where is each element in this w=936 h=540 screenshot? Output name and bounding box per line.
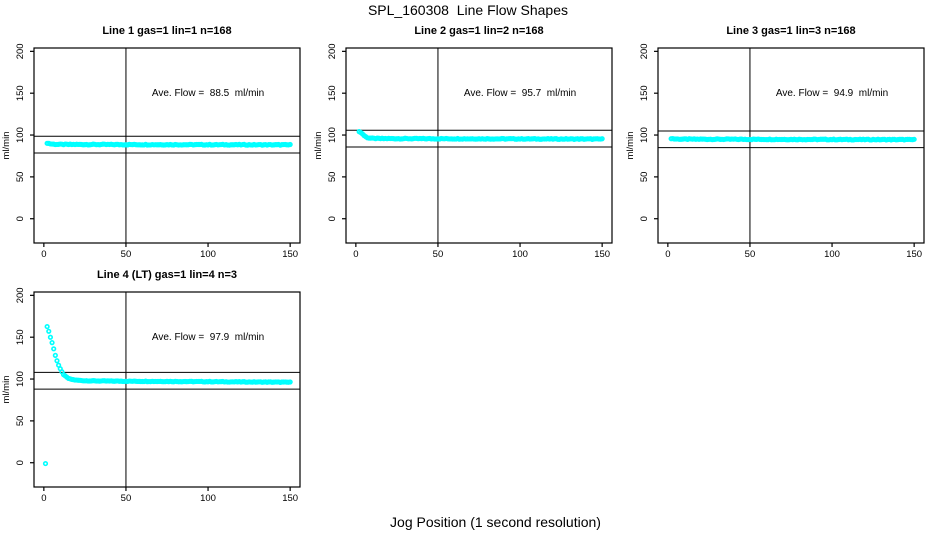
avg-flow-annotation: Ave. Flow = 95.7 ml/min xyxy=(464,88,576,99)
panel-title: Line 3 gas=1 lin=3 n=168 xyxy=(726,25,855,37)
y-axis-tick-label: 150 xyxy=(327,85,338,101)
y-axis-tick-label: 100 xyxy=(327,127,338,143)
y-axis-tick-label: 100 xyxy=(15,127,26,143)
y-axis-tick-label: 0 xyxy=(327,216,338,221)
y-axis-tick-label: 150 xyxy=(639,85,650,101)
panel-line-3: Line 3 gas=1 lin=3 n=168 0 50 100 150 0 50 100 1… xyxy=(625,25,925,260)
panel-line-2: Line 2 gas=1 lin=2 n=168 0 50 100 150 0 50 100 1… xyxy=(313,25,613,260)
panel-title: Line 1 gas=1 lin=1 n=168 xyxy=(102,25,231,37)
y-axis-title: ml/min xyxy=(1,132,12,160)
data-point xyxy=(287,141,293,148)
data-points-group xyxy=(44,140,293,148)
data-points-group xyxy=(356,129,605,142)
y-axis-tick-label: 200 xyxy=(639,43,650,59)
panel-title: Line 4 (LT) gas=1 lin=4 n=3 xyxy=(97,269,237,281)
data-points-group xyxy=(668,135,917,143)
avg-flow-annotation: Ave. Flow = 97.9 ml/min xyxy=(152,332,264,343)
panel-title: Line 2 gas=1 lin=2 n=168 xyxy=(414,25,543,37)
data-point xyxy=(46,328,52,334)
x-axis-label: Jog Position (1 second resolution) xyxy=(390,514,601,530)
data-point xyxy=(287,379,293,385)
avg-flow-annotation: Ave. Flow = 88.5 ml/min xyxy=(152,88,264,99)
plot-box xyxy=(345,47,613,244)
y-axis-tick-label: 50 xyxy=(639,172,650,183)
x-axis-tick-label: 50 xyxy=(121,249,132,260)
y-axis-tick-label: 150 xyxy=(15,329,26,345)
y-axis-tick-label: 200 xyxy=(15,43,26,59)
plot-box xyxy=(33,47,301,244)
x-axis-tick-label: 50 xyxy=(121,493,132,504)
data-point xyxy=(49,340,55,346)
x-axis-tick-label: 100 xyxy=(200,493,216,504)
y-axis-tick-label: 50 xyxy=(15,416,26,427)
plot-box xyxy=(657,47,925,244)
data-point xyxy=(42,460,49,467)
x-axis-tick-label: 50 xyxy=(433,249,444,260)
figure-title: SPL_160308 Line Flow Shapes xyxy=(367,2,569,18)
avg-flow-annotation: Ave. Flow = 94.9 ml/min xyxy=(776,88,888,99)
x-axis-tick-label: 150 xyxy=(282,249,298,260)
y-axis-tick-label: 150 xyxy=(15,85,26,101)
x-axis-tick-label: 100 xyxy=(512,249,528,260)
x-axis-tick-label: 0 xyxy=(41,493,46,504)
x-axis-tick-label: 0 xyxy=(665,249,670,260)
y-axis-tick-label: 100 xyxy=(639,127,650,143)
x-axis-tick-label: 0 xyxy=(41,249,46,260)
data-point xyxy=(54,358,60,364)
x-axis-tick-label: 150 xyxy=(594,249,610,260)
panel-line-1: Line 1 gas=1 lin=1 n=168 0 50 100 150 0 50 100 1… xyxy=(1,25,301,260)
x-axis-tick-label: 150 xyxy=(906,249,922,260)
data-point xyxy=(52,352,58,358)
x-axis-tick-label: 50 xyxy=(745,249,756,260)
y-axis-tick-label: 200 xyxy=(327,43,338,59)
y-axis-tick-label: 0 xyxy=(15,216,26,221)
y-axis-tick-label: 50 xyxy=(15,172,26,183)
x-axis-tick-label: 0 xyxy=(353,249,358,260)
x-axis-tick-label: 100 xyxy=(824,249,840,260)
y-axis-tick-label: 200 xyxy=(15,287,26,303)
y-axis-tick-label: 100 xyxy=(15,371,26,387)
data-point xyxy=(599,136,605,142)
panel-line-4: Line 4 (LT) gas=1 lin=4 n=3 0 50 100 150 0 50 1… xyxy=(1,269,301,504)
y-axis-tick-label: 0 xyxy=(639,216,650,221)
data-point xyxy=(44,323,50,330)
y-axis-title: ml/min xyxy=(1,376,12,404)
x-axis-tick-label: 100 xyxy=(200,249,216,260)
plot-box xyxy=(33,291,301,488)
data-point xyxy=(911,136,917,142)
data-point xyxy=(51,346,57,352)
y-axis-tick-label: 50 xyxy=(327,172,338,183)
y-axis-tick-label: 0 xyxy=(15,460,26,465)
y-axis-title: ml/min xyxy=(625,132,636,160)
data-point xyxy=(47,334,54,340)
data-points-group xyxy=(42,323,293,467)
y-axis-title: ml/min xyxy=(313,132,324,160)
x-axis-tick-label: 150 xyxy=(282,493,298,504)
